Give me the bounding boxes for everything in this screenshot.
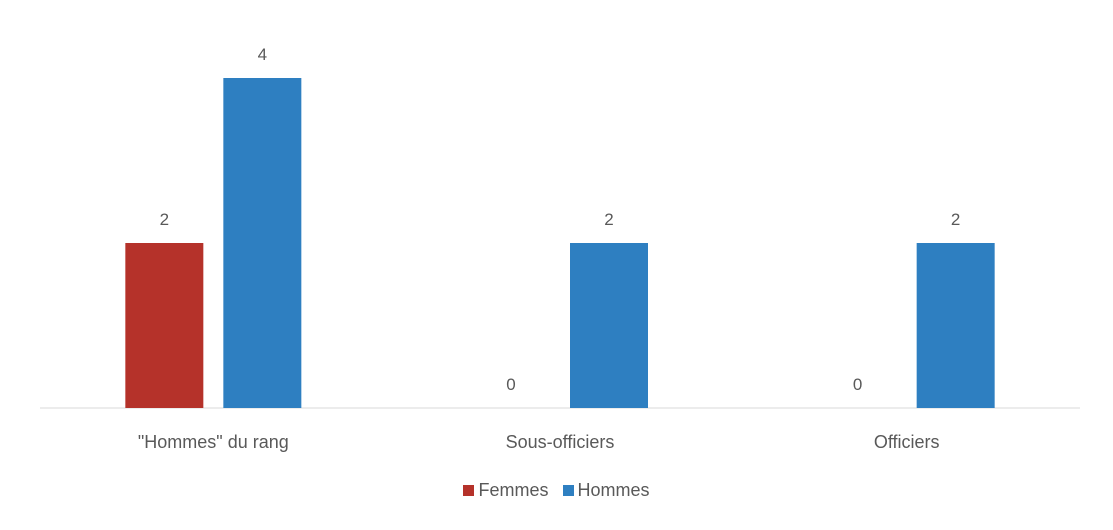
legend-label-hommes: Hommes (577, 480, 650, 500)
legend-label-femmes: Femmes (478, 480, 549, 500)
x-tick-label-officiers: Officiers (874, 432, 940, 452)
data-label-hommes-hommes-du-rang: 4 (258, 45, 267, 64)
bar-hommes-hommes-du-rang (223, 78, 302, 408)
legend-item-femmes: Femmes (463, 480, 549, 501)
bars-layer (125, 78, 995, 408)
data-label-hommes-officiers: 2 (951, 210, 960, 229)
bar-femmes-hommes-du-rang (125, 243, 204, 408)
legend-item-hommes: Hommes (562, 480, 650, 501)
labels-layer: 2 4 0 2 0 2 (160, 45, 961, 394)
data-label-femmes-officiers: 0 (853, 375, 862, 394)
bar-hommes-sous-officiers (570, 243, 648, 408)
legend: Femmes Hommes (0, 480, 1113, 501)
bar-hommes-officiers (916, 243, 995, 408)
data-label-hommes-sous-officiers: 2 (604, 210, 613, 229)
x-tick-label-sous-officiers: Sous-officiers (506, 432, 615, 452)
bar-chart: 2 4 0 2 0 2 "Hommes" du rang Sous-officiers Off… (40, 45, 1080, 452)
x-tick-label-hommes-du-rang: "Hommes" du rang (138, 432, 289, 452)
data-label-femmes-hommes-du-rang: 2 (160, 210, 169, 229)
legend-swatch-hommes (562, 485, 574, 496)
legend-swatch-femmes (463, 485, 475, 496)
x-tick-labels: "Hommes" du rang Sous-officiers Officiers (138, 432, 940, 452)
data-label-femmes-sous-officiers: 0 (506, 375, 515, 394)
